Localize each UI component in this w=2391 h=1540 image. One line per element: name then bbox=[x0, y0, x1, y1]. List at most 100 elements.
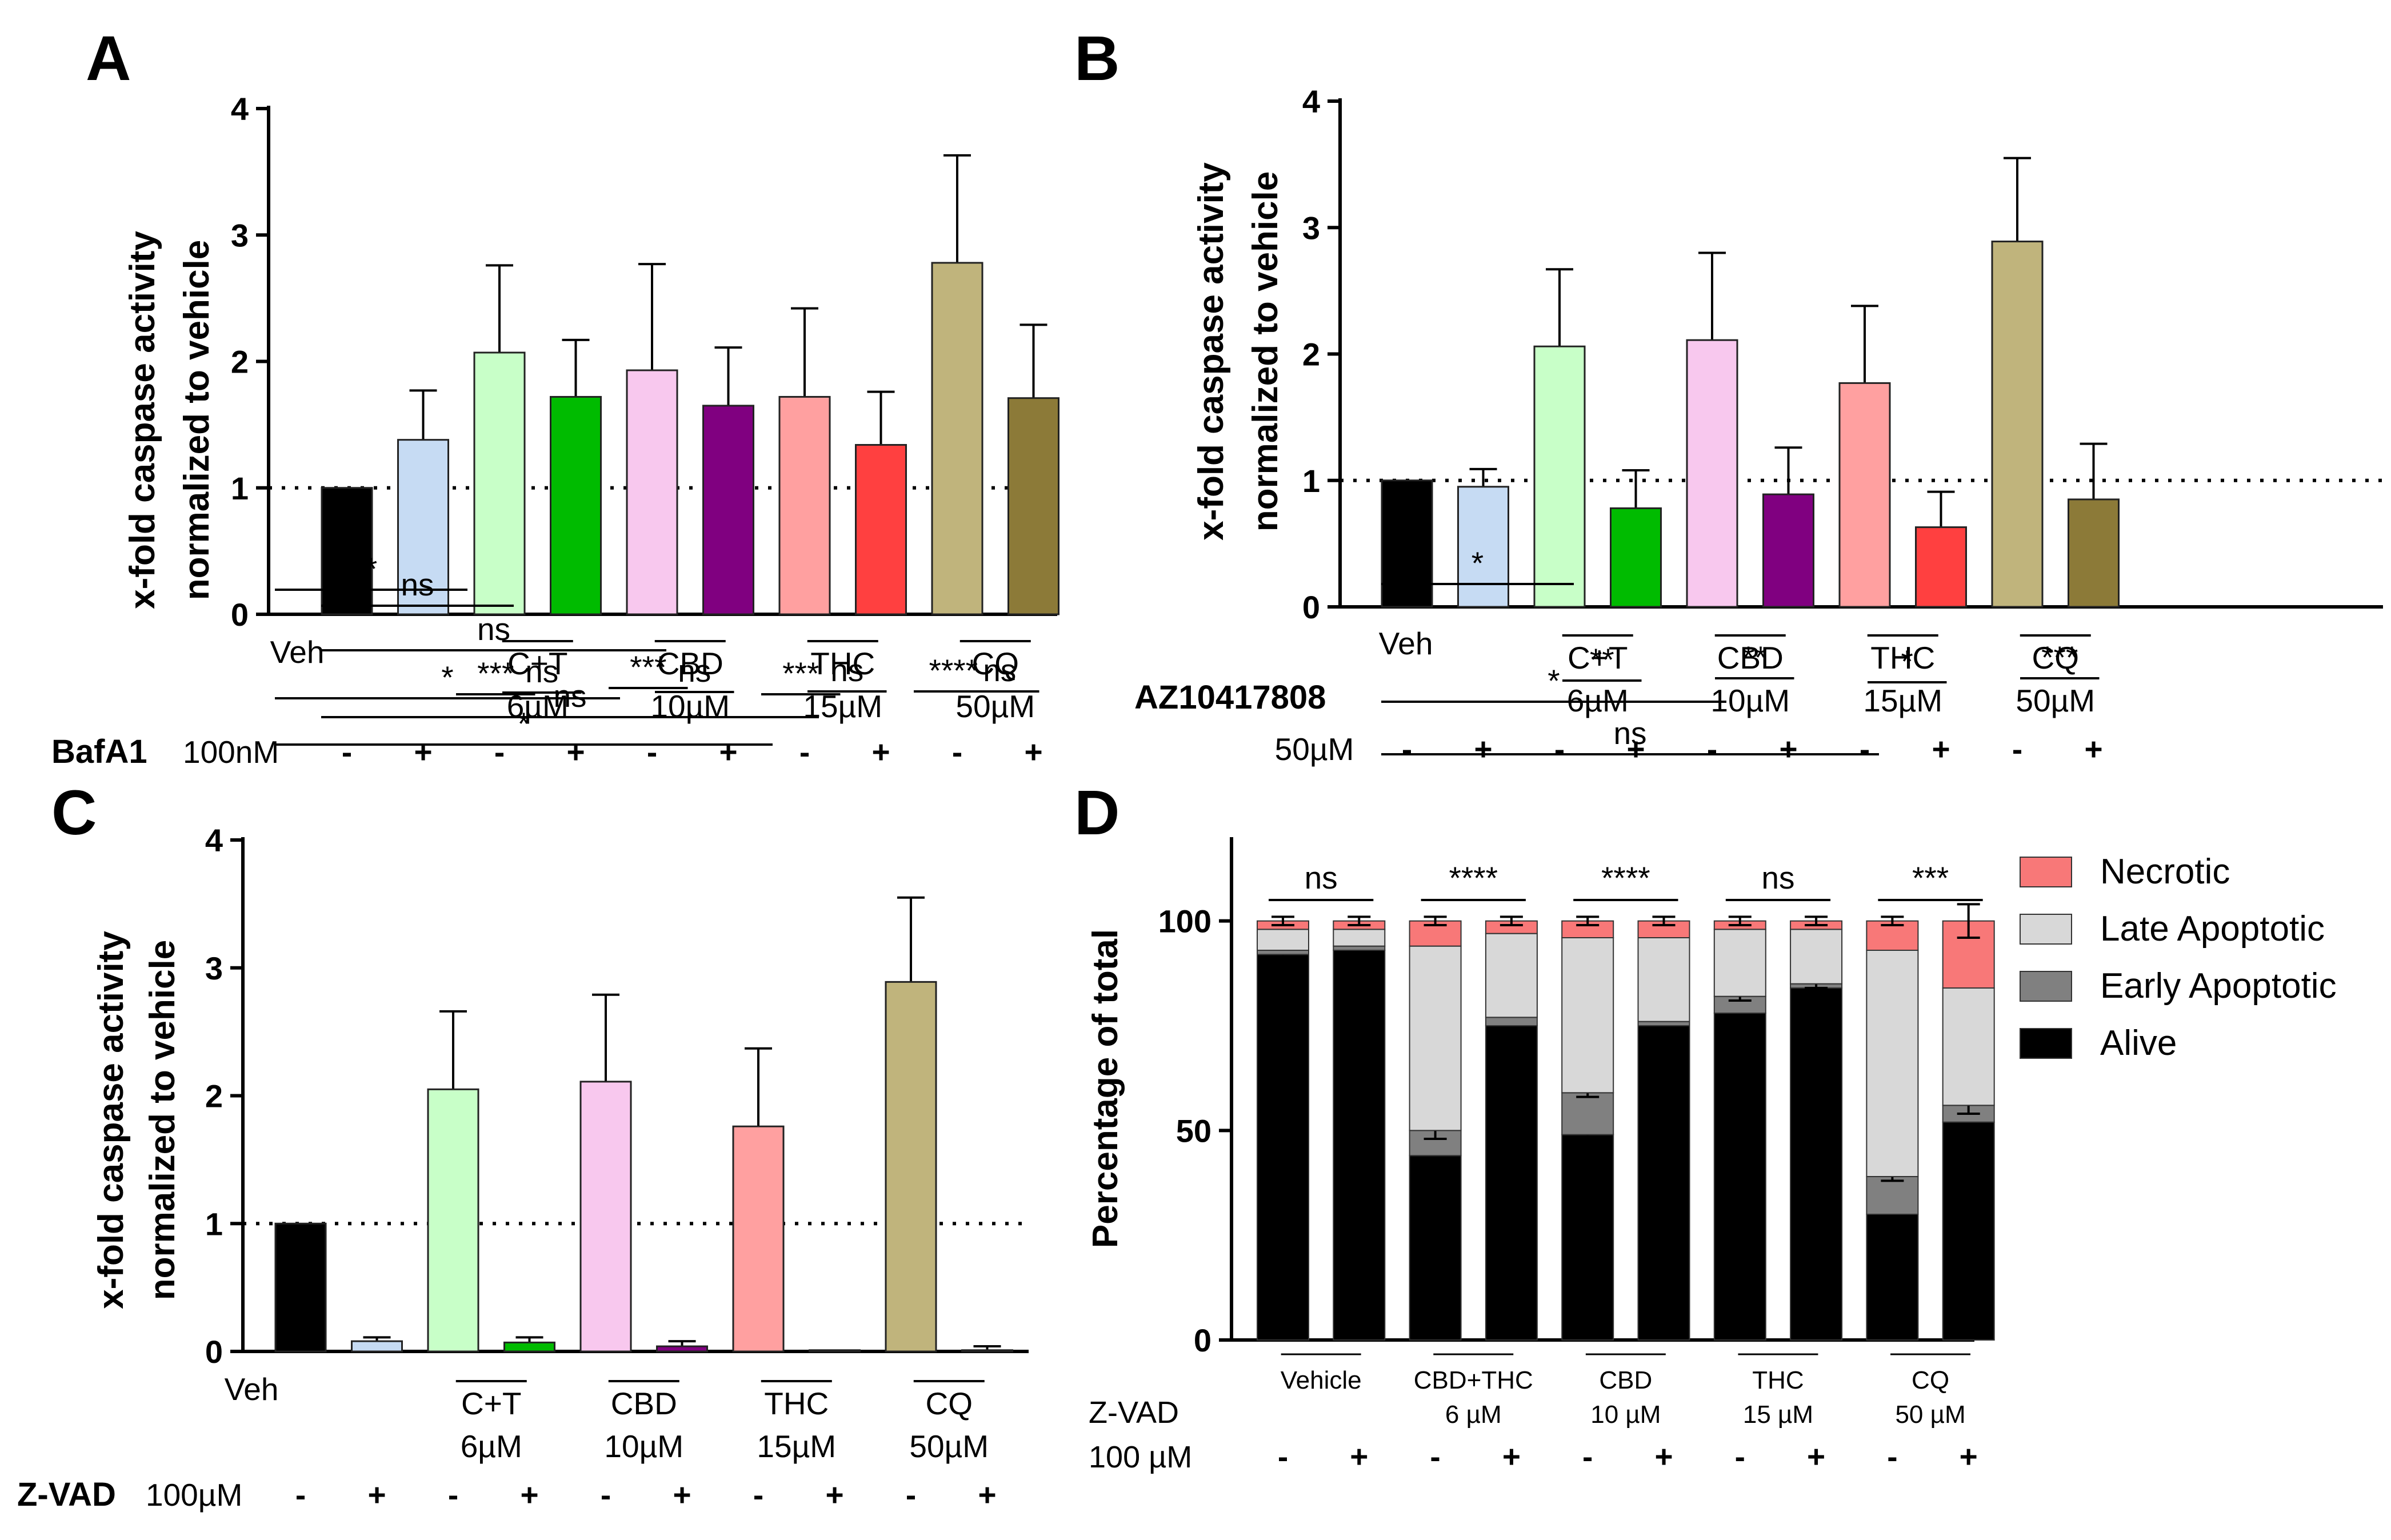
treatment-sign: + bbox=[1626, 731, 1645, 767]
panel-letter: B bbox=[1074, 23, 1119, 94]
y-tick-label: 4 bbox=[1302, 83, 1320, 119]
treatment-sign: - bbox=[1554, 731, 1565, 767]
significance-label: * bbox=[441, 659, 453, 695]
group-name: THC bbox=[810, 646, 875, 681]
group-dose: 10 µM bbox=[1590, 1401, 1661, 1429]
stacked-segment bbox=[1637, 1025, 1690, 1341]
bar bbox=[1381, 479, 1433, 608]
group-name: THC bbox=[1752, 1366, 1804, 1394]
bar bbox=[1533, 345, 1586, 608]
treatment-sign: - bbox=[1402, 731, 1412, 767]
y-tick-label: 4 bbox=[205, 822, 223, 858]
bar bbox=[1007, 397, 1059, 615]
bar bbox=[961, 1349, 1013, 1353]
stacked-segment bbox=[1257, 929, 1309, 951]
panel-A: A 0 1 2 3 4 x-fold caspase activity normalized … bbox=[51, 23, 1059, 770]
group-name: THC bbox=[1870, 640, 1935, 675]
treatment-sign: + bbox=[414, 734, 432, 770]
significance-label: *** bbox=[630, 649, 666, 685]
bar bbox=[1457, 486, 1509, 608]
bar bbox=[321, 487, 373, 615]
group-dose: 15µM bbox=[1863, 683, 1942, 718]
group-name: C+T bbox=[1568, 640, 1628, 675]
group-name: CBD bbox=[611, 1386, 677, 1421]
treatment-sign: - bbox=[799, 734, 810, 770]
significance-label: *** bbox=[782, 655, 819, 691]
group-name: CBD bbox=[1599, 1366, 1652, 1394]
legend: Necrotic Late Apoptotic Early Apoptotic Ali… bbox=[2020, 852, 2337, 1063]
group-dose: 6 µM bbox=[1445, 1401, 1502, 1429]
significance-label: ns bbox=[477, 611, 510, 647]
treatment-sign: + bbox=[1932, 731, 1950, 767]
treatment-dose: 100 µM bbox=[1089, 1440, 1192, 1474]
y-label-line2: normalized to vehicle bbox=[177, 240, 217, 601]
y-tick-label: 3 bbox=[1302, 210, 1320, 246]
significance-label: ns bbox=[1613, 715, 1646, 751]
treatment-sign: - bbox=[753, 1477, 763, 1513]
y-tick-label: 1 bbox=[205, 1206, 223, 1242]
stacked-segment bbox=[1333, 945, 1386, 951]
significance-label: *** bbox=[1912, 860, 1949, 895]
group-dose: 15µM bbox=[757, 1429, 836, 1464]
group-dose: 50µM bbox=[955, 689, 1035, 724]
legend-label: Late Apoptotic bbox=[2100, 909, 2325, 949]
group-dose: 6µM bbox=[461, 1429, 522, 1464]
treatment-sign: - bbox=[295, 1477, 306, 1513]
y-tick-label: 1 bbox=[231, 470, 249, 506]
bar bbox=[855, 444, 907, 615]
treatment-sign: - bbox=[448, 1477, 458, 1513]
stacked-segment bbox=[1713, 1013, 1766, 1341]
treatment-sign: + bbox=[1779, 731, 1797, 767]
significance-label: * bbox=[1901, 643, 1913, 679]
y-label-line1: x-fold caspase activity bbox=[123, 231, 162, 609]
stacked-segment bbox=[1409, 1155, 1462, 1341]
bar bbox=[427, 1088, 479, 1353]
bar bbox=[579, 1081, 632, 1353]
legend-swatch bbox=[2020, 857, 2072, 887]
stacked-segment bbox=[1561, 1092, 1614, 1135]
stacked-segment bbox=[1561, 1134, 1614, 1341]
group-name: CQ bbox=[972, 646, 1019, 681]
significance-label: ** bbox=[1742, 639, 1767, 675]
treatment-sign: + bbox=[1960, 1439, 1978, 1474]
bar bbox=[1838, 382, 1891, 608]
y-tick-label: 0 bbox=[1302, 589, 1320, 625]
significance-label: **** bbox=[1449, 860, 1498, 895]
stacked-segment bbox=[1485, 1017, 1538, 1027]
group-dose: 10µM bbox=[650, 689, 730, 724]
y-axis-label: Percentage of total bbox=[1086, 929, 1125, 1248]
bar bbox=[656, 1345, 708, 1353]
veh-label: Veh bbox=[1379, 626, 1433, 661]
stacked-segment bbox=[1713, 929, 1766, 997]
treatment-sign: + bbox=[1474, 731, 1492, 767]
treatment-sign: - bbox=[1582, 1439, 1593, 1474]
bar bbox=[885, 981, 937, 1353]
y-tick-label: 100 bbox=[1158, 903, 1212, 939]
group-name: CQ bbox=[1912, 1366, 1949, 1394]
panel-B: B 0 1 2 3 4 x-fold caspase activity normalized … bbox=[1074, 23, 2383, 767]
y-tick-label: 50 bbox=[1176, 1113, 1212, 1149]
bar bbox=[1762, 493, 1814, 608]
stacked-segment bbox=[1485, 1025, 1538, 1341]
bar bbox=[1915, 526, 1967, 608]
bar bbox=[473, 351, 526, 615]
treatment-sign: + bbox=[1350, 1439, 1368, 1474]
bar bbox=[1610, 507, 1662, 608]
treatment-sign: + bbox=[1654, 1439, 1673, 1474]
group-dose: 50 µM bbox=[1895, 1401, 1965, 1429]
group-name: CBD bbox=[657, 646, 723, 681]
y-tick-label: 3 bbox=[205, 950, 223, 986]
significance-label: ns bbox=[983, 653, 1016, 688]
treatment-name: AZ10417808 bbox=[1134, 679, 1326, 716]
legend-label: Alive bbox=[2100, 1023, 2177, 1063]
treatment-sign: - bbox=[647, 734, 657, 770]
group-name: THC bbox=[764, 1386, 829, 1421]
significance-label: **** bbox=[1601, 860, 1650, 895]
panel-C: C 0 1 2 3 4 x-fold caspase activity normalized … bbox=[17, 551, 1029, 1513]
stacked-segment bbox=[1333, 950, 1386, 1341]
y-tick-label: 1 bbox=[1302, 463, 1320, 499]
stacked-segment bbox=[1866, 1214, 1919, 1341]
y-tick-label: 4 bbox=[231, 91, 249, 127]
treatment-name: Z-VAD bbox=[1089, 1395, 1179, 1430]
